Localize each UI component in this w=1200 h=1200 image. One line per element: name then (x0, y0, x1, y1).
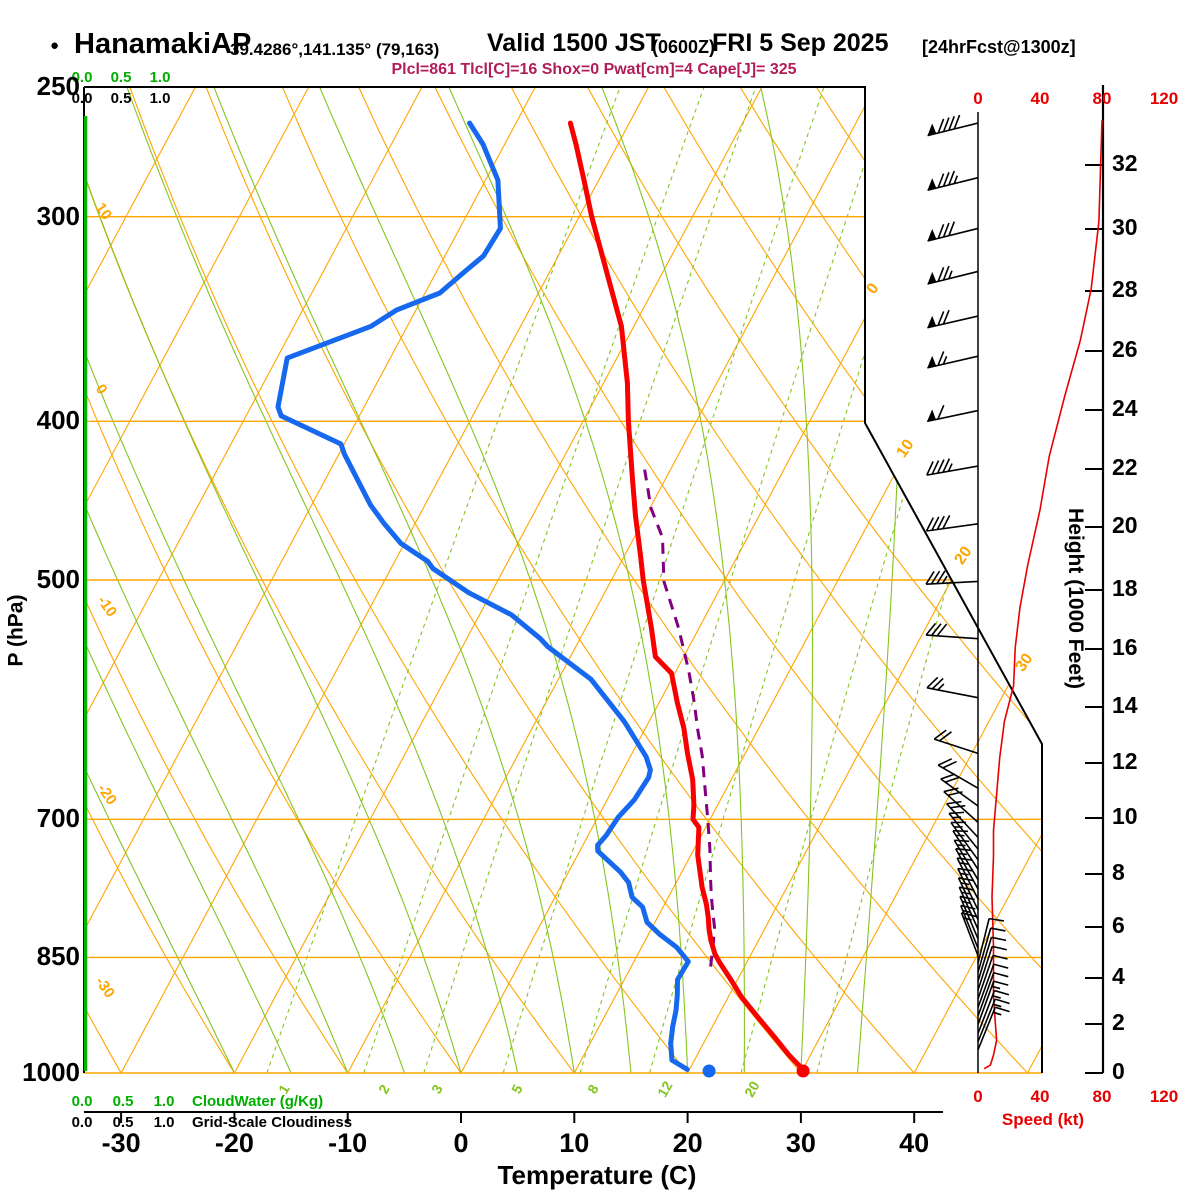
height-tick-label: 2 (1112, 1009, 1125, 1035)
height-tick-label: 12 (1112, 748, 1138, 774)
cloudwater-scale-top-0: 0.0 (71, 69, 93, 86)
height-axis-title: Height (1000 Feet) (1063, 508, 1087, 689)
pressure-tick-label: 250 (36, 71, 80, 101)
speed-tick-label-bottom: 0 (973, 1087, 983, 1106)
height-tick-label: 16 (1112, 634, 1138, 660)
height-tick-label: 18 (1112, 575, 1138, 601)
temperature-curve (567, 120, 806, 1072)
cloudwater-scale-top-05: 0.5 (110, 69, 132, 86)
height-tick-label: 28 (1112, 276, 1138, 302)
temperature-tick-label: -20 (214, 1128, 254, 1158)
height-tick-label: 8 (1112, 859, 1125, 885)
valid-time-utc: (0600Z) (652, 37, 716, 57)
cloudiness-scale-bot-05: 0.5 (112, 1114, 134, 1131)
temperature-tick-label: -10 (328, 1128, 368, 1158)
cloudiness-scale-bot-1: 1.0 (153, 1114, 175, 1131)
speed-tick-label-bottom: 120 (1149, 1087, 1179, 1106)
cloudiness-legend: Grid-Scale Cloudiness (192, 1114, 353, 1131)
cloudwater-legend: CloudWater (g/Kg) (192, 1093, 324, 1110)
height-tick-label: 22 (1112, 454, 1138, 480)
pressure-tick-label: 1000 (22, 1057, 80, 1087)
temperature-tick-label: 10 (559, 1128, 590, 1158)
pressure-tick-label: 400 (36, 405, 80, 436)
height-tick-label: 6 (1112, 912, 1125, 938)
station-name: HanamakiAP (74, 28, 252, 60)
wind-speed-profile (983, 120, 1103, 1070)
dewpoint-curve (275, 120, 691, 1072)
cloudiness-scale-top-1: 1.0 (149, 90, 171, 107)
surface-temperature-dot (796, 1064, 810, 1078)
temperature-tick-label: 40 (899, 1128, 930, 1158)
height-tick-label: 26 (1112, 336, 1138, 362)
speed-axis-title: Speed (kt) (1001, 1110, 1085, 1129)
speed-tick-label-top: 80 (1092, 89, 1112, 108)
cloudwater-scale-bot-1: 1.0 (153, 1093, 175, 1110)
cloudiness-scale-top-0: 0.0 (71, 90, 93, 107)
height-tick-label: 4 (1112, 963, 1125, 989)
height-tick-label: 24 (1112, 395, 1138, 421)
temperature-tick-label: 30 (785, 1128, 816, 1158)
pressure-axis-title: P (hPa) (4, 594, 28, 667)
temperature-tick-label: 20 (672, 1128, 703, 1158)
speed-tick-label-top: 120 (1149, 89, 1179, 108)
forecast-lead: [24hrFcst@1300z] (922, 37, 1076, 57)
height-tick-label: 20 (1112, 512, 1138, 538)
valid-time: Valid 1500 JST (487, 29, 661, 57)
stability-parameters: Plcl=861 Tlcl[C]=16 Shox=0 Pwat[cm]=4 Ca… (391, 61, 797, 78)
station-coords: 39.4286°,141.135° (79,163) (230, 40, 440, 59)
height-tick-label: 30 (1112, 214, 1138, 240)
valid-date: FRI 5 Sep 2025 (712, 29, 889, 57)
parcel-ascent-curve (643, 469, 717, 967)
cloudiness-scale-top-05: 0.5 (110, 90, 132, 107)
cloudwater-scale-bot-0: 0.0 (71, 1093, 93, 1110)
temperature-axis-title: Temperature (C) (497, 1160, 697, 1190)
height-tick-label: 32 (1112, 150, 1138, 176)
pressure-tick-label: 300 (36, 200, 80, 231)
cloudiness-scale-bot-0: 0.0 (71, 1114, 93, 1131)
temperature-tick-label: -30 (101, 1128, 141, 1158)
speed-tick-label-bottom: 40 (1030, 1087, 1050, 1106)
temperature-tick-label: 0 (453, 1128, 469, 1158)
height-tick-label: 14 (1112, 692, 1138, 718)
wind-barbs (925, 114, 1010, 1051)
height-tick-label: 0 (1112, 1058, 1125, 1084)
pressure-tick-label: 700 (36, 803, 80, 834)
cloudwater-scale-top-1: 1.0 (149, 69, 171, 86)
height-tick-label: 10 (1112, 803, 1138, 829)
surface-dewpoint-dot (702, 1064, 716, 1078)
speed-tick-label-top: 40 (1030, 89, 1050, 108)
station-bullet-icon: ● (50, 37, 60, 54)
pressure-tick-label: 500 (36, 564, 80, 594)
pressure-tick-label: 850 (36, 941, 80, 972)
speed-tick-label-top: 0 (973, 89, 983, 108)
cloudwater-scale-bot-05: 0.5 (112, 1093, 134, 1110)
speed-tick-label-bottom: 80 (1092, 1087, 1112, 1106)
